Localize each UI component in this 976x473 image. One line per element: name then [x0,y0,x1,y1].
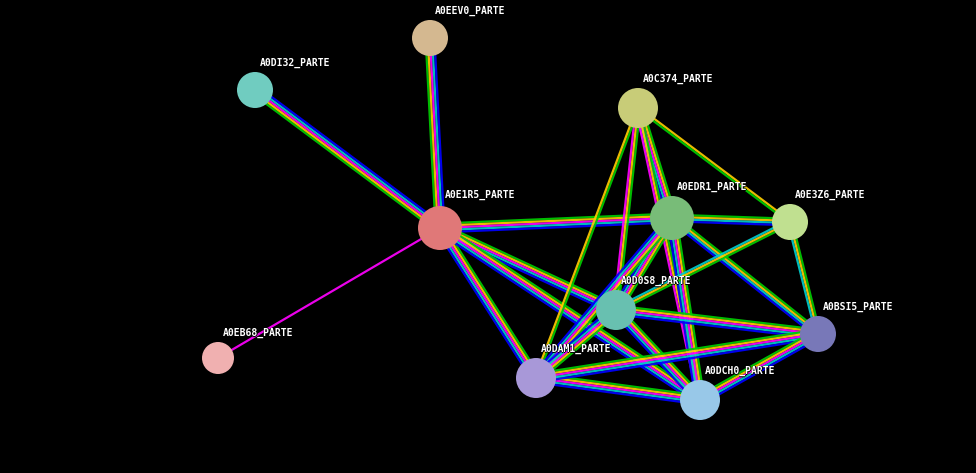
Circle shape [596,290,636,330]
Text: A0BSI5_PARTE: A0BSI5_PARTE [823,302,893,312]
Circle shape [202,342,234,374]
Text: A0DCH0_PARTE: A0DCH0_PARTE [705,366,776,376]
Text: A0BSI5_PARTE: A0BSI5_PARTE [824,302,894,312]
Text: A0D0S8_PARTE: A0D0S8_PARTE [621,276,691,286]
Text: A0DAM1_PARTE: A0DAM1_PARTE [541,344,611,354]
Text: A0D0S8_PARTE: A0D0S8_PARTE [621,276,692,287]
Text: A0EDR1_PARTE: A0EDR1_PARTE [677,182,748,193]
Text: A0DCH0_PARTE: A0DCH0_PARTE [705,365,776,376]
Text: A0EB68_PARTE: A0EB68_PARTE [223,327,294,338]
Text: A0EB68_PARTE: A0EB68_PARTE [224,328,294,338]
Text: A0C374_PARTE: A0C374_PARTE [642,74,713,84]
Text: A0E1R5_PARTE: A0E1R5_PARTE [445,190,515,201]
Text: A0EEV0_PARTE: A0EEV0_PARTE [434,6,505,16]
Text: A0DAM1_PARTE: A0DAM1_PARTE [541,344,612,354]
Text: A0EEV0_PARTE: A0EEV0_PARTE [435,6,506,17]
Text: A0D0S8_PARTE: A0D0S8_PARTE [622,276,692,286]
Circle shape [418,206,462,250]
Text: A0EB68_PARTE: A0EB68_PARTE [223,328,294,339]
Text: A0DI32_PARTE: A0DI32_PARTE [260,58,331,69]
Text: A0E3Z6_PARTE: A0E3Z6_PARTE [795,190,866,201]
Text: A0DI32_PARTE: A0DI32_PARTE [260,58,330,68]
Circle shape [618,88,658,128]
Text: A0E1R5_PARTE: A0E1R5_PARTE [445,190,515,200]
Text: A0C374_PARTE: A0C374_PARTE [643,74,713,85]
Text: A0E1R5_PARTE: A0E1R5_PARTE [445,189,515,200]
Circle shape [772,204,808,240]
Text: A0BSI5_PARTE: A0BSI5_PARTE [823,302,893,312]
Text: A0DAM1_PARTE: A0DAM1_PARTE [541,344,612,354]
Text: A0C374_PARTE: A0C374_PARTE [643,74,713,84]
Text: A0EEV0_PARTE: A0EEV0_PARTE [435,6,506,16]
Circle shape [412,20,448,56]
Text: A0DCH0_PARTE: A0DCH0_PARTE [705,366,775,376]
Text: A0DCH0_PARTE: A0DCH0_PARTE [705,366,776,377]
Text: A0DI32_PARTE: A0DI32_PARTE [261,58,331,68]
Text: A0E3Z6_PARTE: A0E3Z6_PARTE [795,190,866,200]
Circle shape [237,72,273,108]
Text: A0D0S8_PARTE: A0D0S8_PARTE [621,276,692,286]
Text: A0DAM1_PARTE: A0DAM1_PARTE [541,343,612,353]
Text: A0EB68_PARTE: A0EB68_PARTE [223,328,293,338]
Text: A0BSI5_PARTE: A0BSI5_PARTE [823,302,893,313]
Text: A0E1R5_PARTE: A0E1R5_PARTE [444,190,515,200]
Text: A0E3Z6_PARTE: A0E3Z6_PARTE [795,190,866,200]
Text: A0EEV0_PARTE: A0EEV0_PARTE [435,6,506,16]
Text: A0BSI5_PARTE: A0BSI5_PARTE [823,301,893,312]
Circle shape [680,380,720,420]
Text: A0E1R5_PARTE: A0E1R5_PARTE [445,190,516,200]
Text: A0DI32_PARTE: A0DI32_PARTE [260,57,331,68]
Text: A0EDR1_PARTE: A0EDR1_PARTE [677,182,748,192]
Text: A0DAM1_PARTE: A0DAM1_PARTE [542,344,612,354]
Circle shape [650,196,694,240]
Text: A0EDR1_PARTE: A0EDR1_PARTE [677,181,748,192]
Text: A0DI32_PARTE: A0DI32_PARTE [260,58,331,68]
Text: A0E3Z6_PARTE: A0E3Z6_PARTE [794,190,865,200]
Text: A0EB68_PARTE: A0EB68_PARTE [223,328,294,338]
Circle shape [516,358,556,398]
Text: A0D0S8_PARTE: A0D0S8_PARTE [621,275,692,286]
Text: A0DCH0_PARTE: A0DCH0_PARTE [706,366,776,376]
Text: A0EDR1_PARTE: A0EDR1_PARTE [676,182,747,192]
Text: A0EEV0_PARTE: A0EEV0_PARTE [435,5,506,16]
Circle shape [800,316,836,352]
Text: A0EDR1_PARTE: A0EDR1_PARTE [677,182,748,192]
Text: A0C374_PARTE: A0C374_PARTE [643,73,713,84]
Text: A0E3Z6_PARTE: A0E3Z6_PARTE [795,189,866,200]
Text: A0C374_PARTE: A0C374_PARTE [643,74,714,84]
